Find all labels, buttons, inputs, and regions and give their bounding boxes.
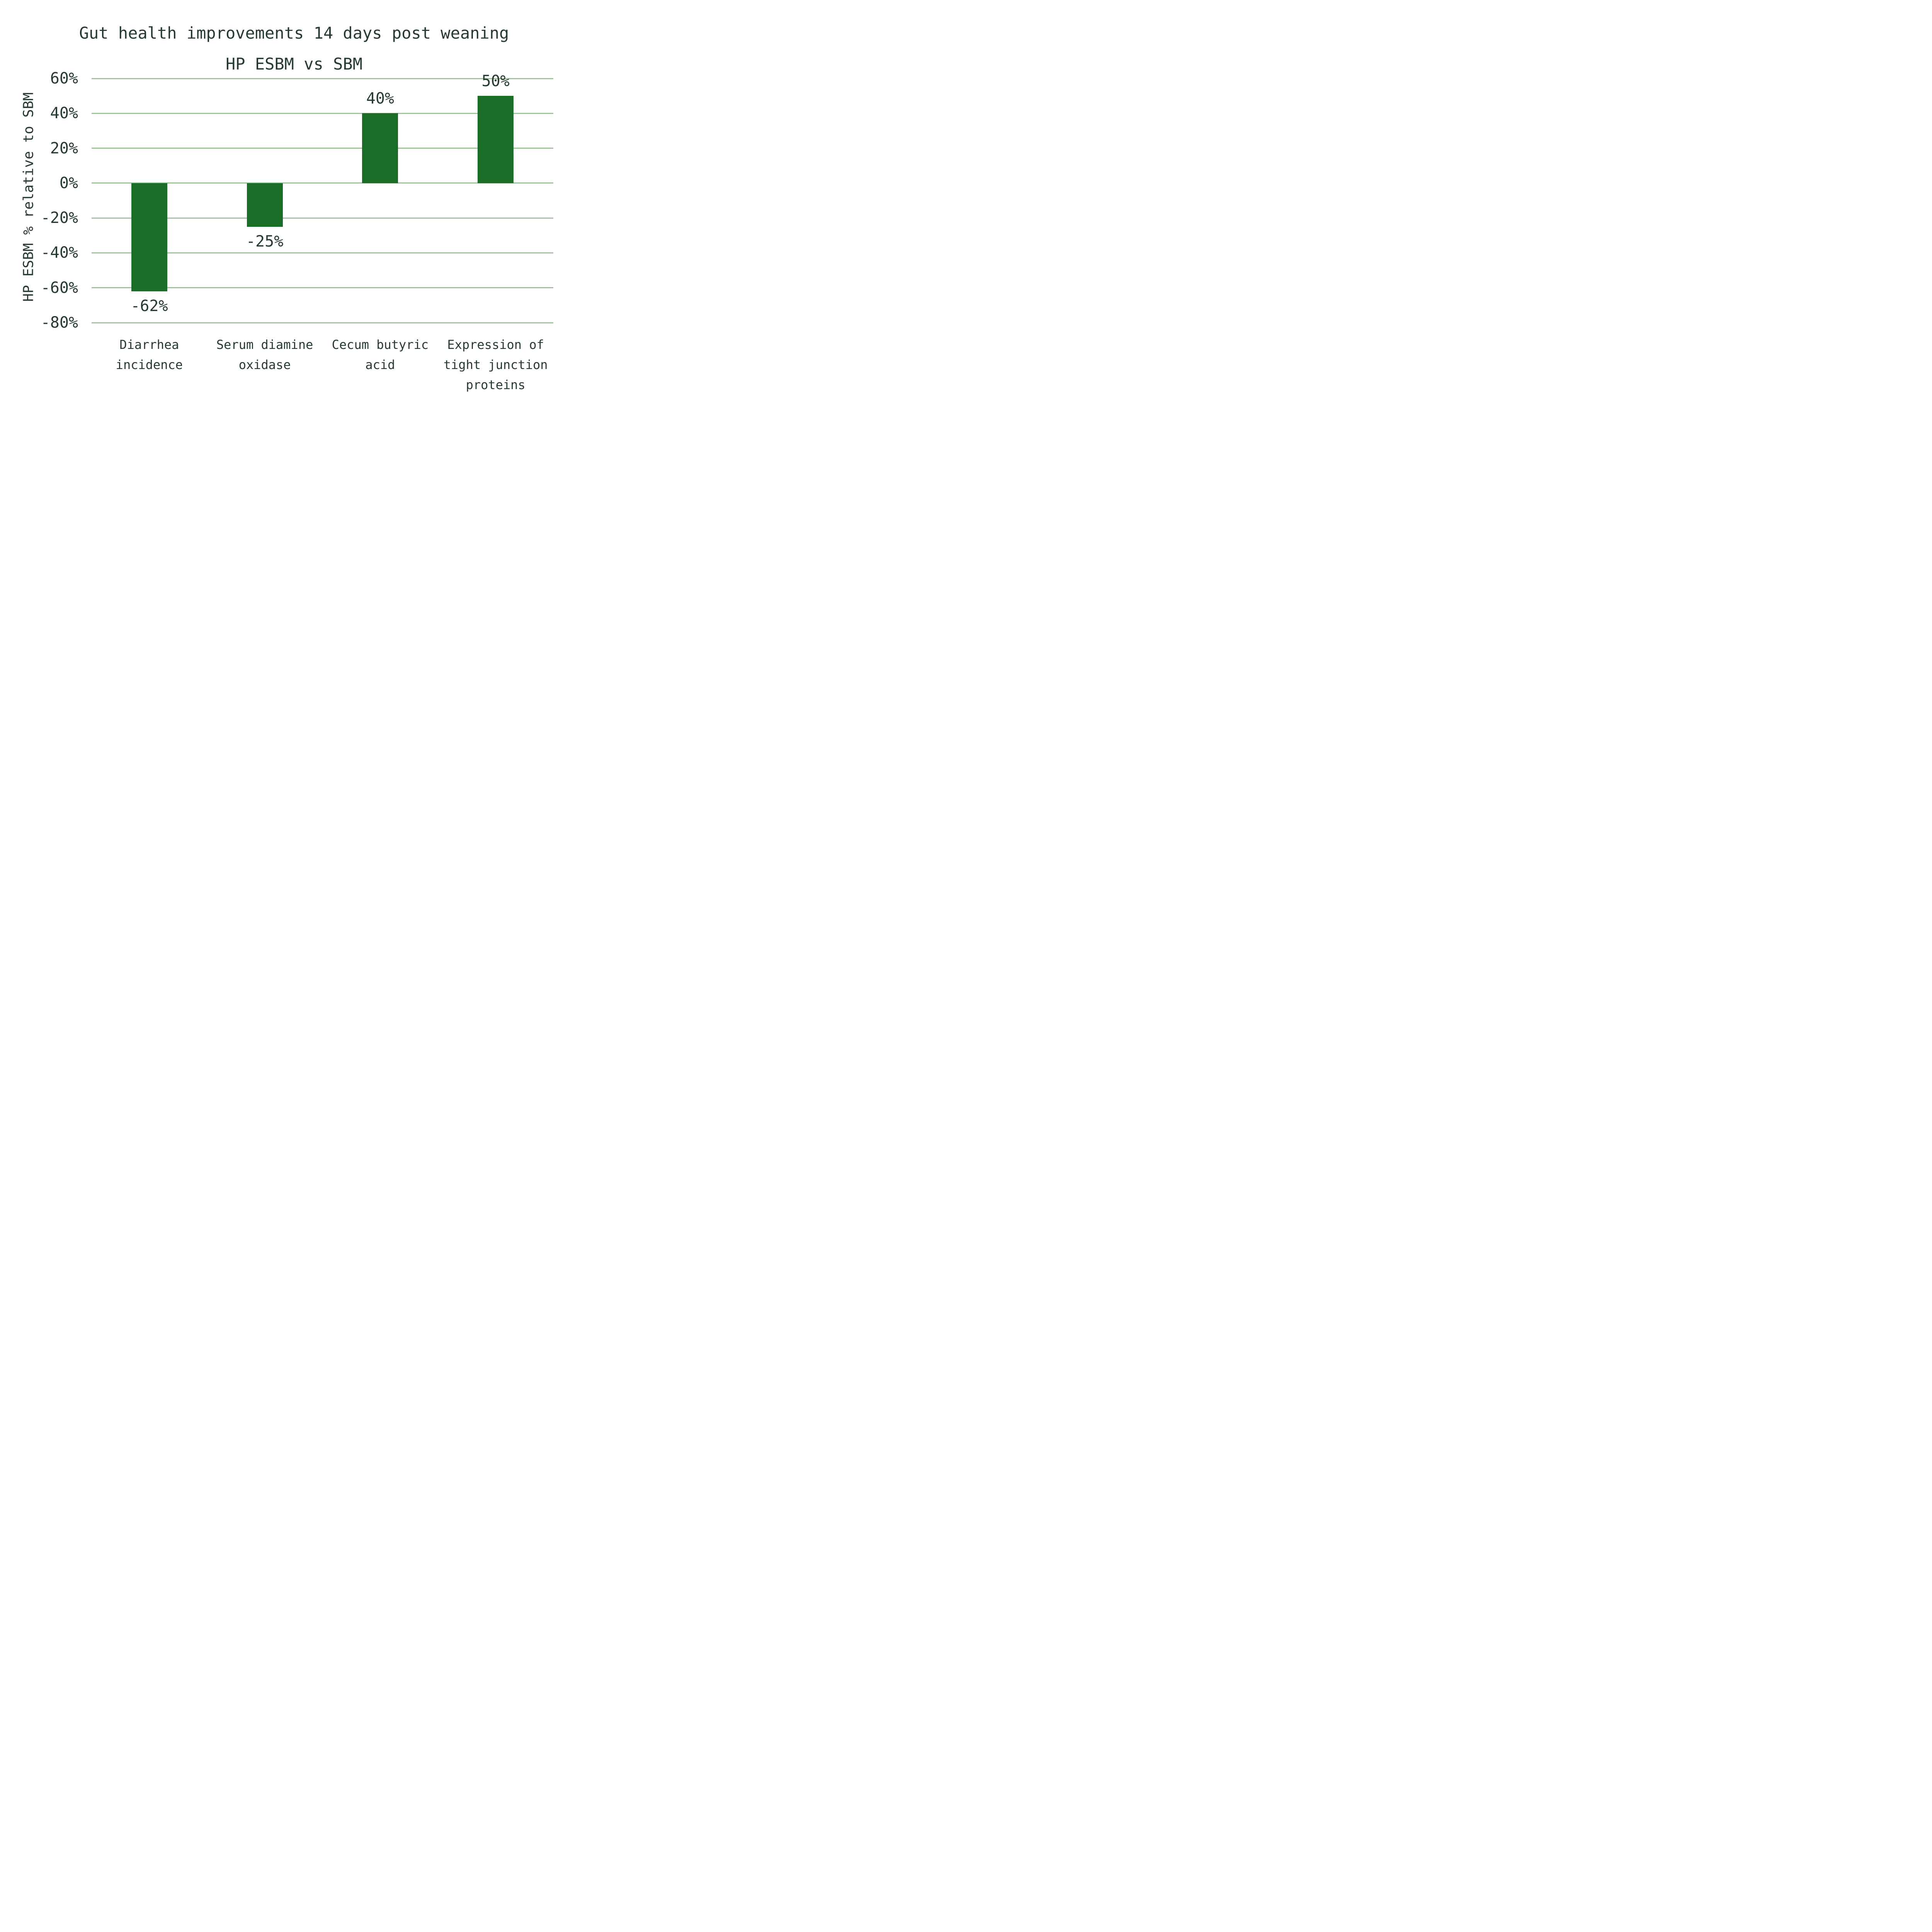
bar-cecum-butyric-acid	[362, 113, 398, 183]
bar-value-label-tight-junction-proteins: 50%	[481, 72, 510, 90]
x-category-label-cecum-butyric-acid: Cecum butyric acid	[332, 335, 429, 375]
plot-area	[92, 78, 553, 323]
gridline--60%	[92, 287, 553, 289]
chart-title-line1: Gut health improvements 14 days post wea…	[79, 24, 509, 43]
gridline--20%	[92, 217, 553, 219]
gridline-20%	[92, 148, 553, 149]
bar-diarrhea-incidence	[131, 183, 167, 291]
x-category-label-line: tight junction	[443, 357, 548, 372]
x-category-label-line: oxidase	[238, 357, 291, 372]
x-category-label-line: Diarrhea	[119, 337, 179, 352]
x-category-label-tight-junction-proteins: Expression of tight junction proteins	[444, 335, 548, 395]
gridline--80%	[92, 322, 553, 323]
x-category-label-diarrhea-incidence: Diarrhea incidence	[116, 335, 183, 375]
x-category-label-line: Serum diamine	[216, 337, 313, 352]
gridline-40%	[92, 112, 553, 114]
y-tick-label--80%: -80%	[41, 314, 78, 332]
x-category-label-line: Cecum butyric	[332, 337, 429, 352]
bar-value-label-cecum-butyric-acid: 40%	[366, 90, 394, 108]
gridline-60%	[92, 78, 553, 79]
bar-value-label-serum-diamine-oxidase: -25%	[246, 232, 284, 250]
bar-chart-figure: Gut health improvements 14 days post wea…	[0, 0, 570, 403]
y-tick-label-40%: 40%	[50, 104, 78, 122]
y-axis-label: HP ESBM % relative to SBM	[20, 92, 37, 302]
y-tick-label--20%: -20%	[41, 209, 78, 227]
y-tick-label--60%: -60%	[41, 279, 78, 297]
y-tick-label--40%: -40%	[41, 244, 78, 262]
chart-title-line2: HP ESBM vs SBM	[225, 54, 362, 73]
y-tick-label-0%: 0%	[59, 174, 78, 192]
x-category-label-line: proteins	[466, 378, 526, 392]
gridline-0%	[92, 182, 553, 184]
bar-serum-diamine-oxidase	[247, 183, 283, 227]
y-tick-label-20%: 20%	[50, 139, 78, 157]
x-category-label-line: Expression of	[447, 337, 544, 352]
y-tick-label-60%: 60%	[50, 70, 78, 87]
bar-tight-junction-proteins	[478, 96, 514, 183]
bar-value-label-diarrhea-incidence: -62%	[131, 297, 168, 315]
x-category-label-line: acid	[365, 357, 395, 372]
x-category-label-serum-diamine-oxidase: Serum diamine oxidase	[216, 335, 313, 375]
chart-title: Gut health improvements 14 days post wea…	[0, 18, 570, 80]
x-category-label-line: incidence	[116, 357, 183, 372]
gridline--40%	[92, 252, 553, 253]
